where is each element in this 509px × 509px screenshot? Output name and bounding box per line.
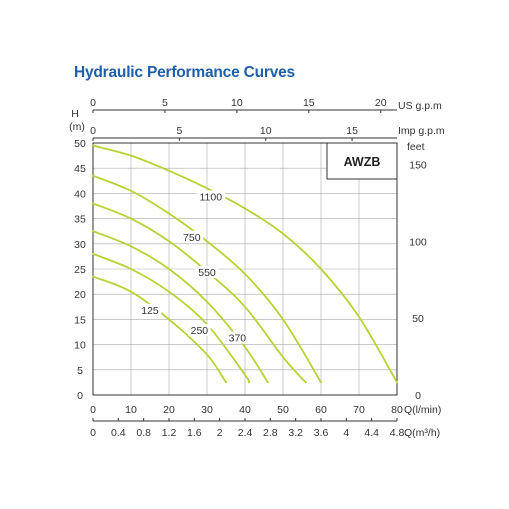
curve-label-370: 370 xyxy=(229,333,247,345)
y-left-tick-label: 40 xyxy=(74,188,86,200)
curve-1100 xyxy=(92,144,398,384)
x-bottom-tick-label: 20 xyxy=(163,404,175,416)
curve-label-1100: 1100 xyxy=(200,191,223,203)
curve-label-bg xyxy=(180,230,204,243)
curve-370 xyxy=(92,230,269,384)
x-bottom2-label: Q(m³/h) xyxy=(404,427,440,439)
x-bottom-tick-label: 50 xyxy=(277,404,289,416)
x-top1-tick-label: 0 xyxy=(90,97,96,109)
y-left-tick-label: 10 xyxy=(74,340,86,352)
y-right-tick-label: 100 xyxy=(409,236,427,248)
curve-label-750: 750 xyxy=(183,232,201,244)
y-right-tick-label: 50 xyxy=(412,313,424,325)
curve-250 xyxy=(92,252,251,384)
x-bottom2-tick-label: 0.8 xyxy=(136,427,151,439)
x-bottom2-tick-label: 4.8 xyxy=(390,427,405,439)
x-top1-label: US g.p.m xyxy=(398,100,442,112)
x-bottom2-tick-label: 3.2 xyxy=(288,427,303,439)
curve-label-250: 250 xyxy=(191,325,209,337)
model-label: AWZB xyxy=(344,155,381,169)
curve-750 xyxy=(92,174,322,384)
x-top2-label: Imp g.p.m xyxy=(398,125,445,137)
x-bottom-tick-label: 10 xyxy=(125,404,137,416)
x-bottom-tick-label: 40 xyxy=(239,404,251,416)
curve-label-125: 125 xyxy=(141,305,159,317)
y-left-label-unit: (m) xyxy=(69,121,85,133)
y-left-tick-label: 0 xyxy=(77,390,83,402)
x-bottom2-tick-label: 1.6 xyxy=(187,427,202,439)
x-bottom2-tick-label: 2 xyxy=(217,427,223,439)
model-legend-box: AWZB xyxy=(326,142,398,180)
x-top2-tick-label: 0 xyxy=(90,125,96,137)
x-top1-tick-label: 20 xyxy=(375,97,387,109)
chart-grid xyxy=(93,143,397,395)
curve-label-550: 550 xyxy=(198,267,216,279)
x-bottom-tick-label: 30 xyxy=(201,404,213,416)
x-top1-tick-label: 15 xyxy=(303,97,315,109)
curve-label-bg xyxy=(196,190,226,203)
x-bottom2-tick-label: 2.8 xyxy=(263,427,278,439)
x-top2-tick-label: 15 xyxy=(346,125,358,137)
x-bottom2-tick-label: 1.2 xyxy=(162,427,177,439)
curve-label-bg xyxy=(188,324,211,336)
model-box xyxy=(326,142,398,180)
y-right-label: feet xyxy=(407,141,425,153)
curve-label-bg xyxy=(226,331,249,344)
x-top1-tick-label: 10 xyxy=(231,97,243,109)
y-right-tick-label: 150 xyxy=(409,160,427,172)
y-right-tick-label: 0 xyxy=(415,390,421,402)
plot-frame xyxy=(92,142,398,396)
x-bottom2-tick-label: 2.4 xyxy=(238,427,253,439)
x-bottom2-tick-label: 4 xyxy=(343,427,349,439)
x-bottom-label: Q(l/min) xyxy=(404,404,441,416)
curve-label-group: 1100 750 550 370 250 125 xyxy=(138,190,249,345)
x-top2-tick-label: 5 xyxy=(176,125,182,137)
y-left-tick-label: 35 xyxy=(74,214,86,226)
x-bottom2-tick-label: 0.4 xyxy=(111,427,126,439)
y-left-tick-label: 20 xyxy=(74,289,86,301)
y-left-tick-label: 45 xyxy=(74,163,86,175)
y-left-tick-label: 5 xyxy=(77,365,83,377)
x-bottom-tick-label: 70 xyxy=(353,404,365,416)
curve-label-bg xyxy=(138,303,162,316)
x-bottom-tick-label: 60 xyxy=(315,404,327,416)
y-left-tick-label: 15 xyxy=(74,314,86,326)
page-title: Hydraulic Performance Curves xyxy=(74,64,295,81)
curve-550 xyxy=(92,202,307,384)
x-top2-tick-label: 10 xyxy=(260,125,272,137)
curve-125 xyxy=(92,275,227,384)
x-bottom-tick-label: 80 xyxy=(391,404,403,416)
x-bottom2-tick-label: 0 xyxy=(90,427,96,439)
y-left-tick-label: 25 xyxy=(74,264,86,276)
x-top1-tick-label: 5 xyxy=(162,97,168,109)
x-bottom-tick-label: 0 xyxy=(90,404,96,416)
y-left-label-h: H xyxy=(71,108,79,120)
x-bottom2-tick-label: 3.6 xyxy=(314,427,329,439)
curve-label-bg xyxy=(195,266,219,279)
y-left-tick-label: 30 xyxy=(74,239,86,251)
x-bottom2-tick-label: 4.4 xyxy=(364,427,379,439)
y-left-tick-label: 50 xyxy=(74,138,86,150)
